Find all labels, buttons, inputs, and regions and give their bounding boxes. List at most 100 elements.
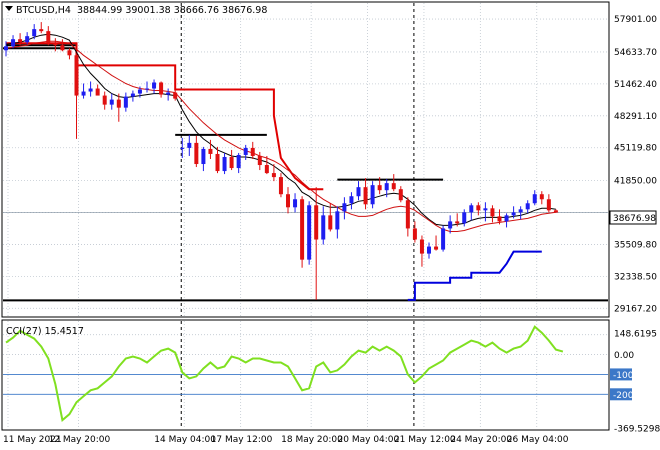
candle-body [525, 203, 530, 210]
cci-series-line [5, 325, 564, 422]
candle-body [335, 211, 340, 230]
candle-body [74, 55, 79, 96]
current-price-tag: 38676.98 [609, 210, 657, 225]
candle-body [145, 88, 149, 90]
candle-body [293, 199, 298, 208]
cci-level-tag [610, 388, 632, 401]
candle-body [483, 208, 488, 211]
candle-body [546, 199, 551, 211]
candle-body [518, 209, 523, 213]
candle-body [370, 185, 375, 205]
candle-body [109, 99, 114, 105]
candle-body [539, 194, 544, 200]
candle-body [4, 46, 8, 51]
price-tick-label: 32338.50 [614, 272, 657, 282]
time-tick-label: 24 May 20:00 [450, 435, 512, 445]
time-tick-label: 14 May 04:00 [154, 435, 216, 445]
candle-body [356, 187, 361, 197]
candle-body [102, 95, 107, 105]
candle-body [18, 39, 23, 43]
candle-body [264, 165, 269, 174]
candle-body [363, 187, 368, 205]
candle-body [342, 203, 347, 212]
candle-body [60, 45, 65, 51]
candle-body [166, 92, 171, 95]
candle-body [152, 82, 157, 89]
candle-body [32, 29, 37, 37]
candle-body [307, 205, 312, 260]
moving-average-slow [5, 40, 556, 232]
candle-body [236, 154, 241, 169]
candle-body [116, 99, 121, 108]
candle-body [328, 215, 333, 230]
time-tick-label: 18 May 20:00 [281, 435, 343, 445]
candle-body [398, 189, 403, 201]
time-tick-label: 26 May 04:00 [507, 435, 569, 445]
candle-body [412, 228, 417, 240]
cci-indicator-pane[interactable] [1, 319, 610, 431]
cci-tick-label: 148.6195 [614, 330, 657, 340]
candle-body [349, 196, 354, 204]
candle-body [25, 36, 30, 43]
candle-body [384, 183, 389, 191]
candle-body [419, 239, 424, 254]
candle-body [250, 147, 255, 156]
candle-body [67, 50, 72, 56]
current-price-value: 38676.98 [613, 214, 656, 224]
candle-body [391, 183, 396, 190]
cci-tick-label: 0.00 [614, 351, 634, 361]
candle-body [300, 199, 305, 260]
candle-body [455, 221, 460, 224]
candle-body [88, 88, 93, 92]
candle-body [476, 205, 481, 211]
candle-body [427, 246, 431, 254]
cci-level-tag [610, 368, 632, 381]
candle-body [257, 155, 262, 166]
ohlc-readout: 38844.99 39001.38 38666.76 38676.98 [77, 5, 267, 16]
candle-body [271, 173, 276, 178]
candle-body [159, 82, 164, 95]
candle-body [208, 148, 213, 154]
candle-body [187, 142, 192, 148]
price-chart-pane[interactable] [1, 1, 610, 318]
candle-body [469, 205, 474, 213]
price-tick-label: 48291.10 [614, 112, 657, 122]
cci-tick-label: -100 [613, 371, 634, 381]
candle-body [81, 91, 86, 96]
price-tick-label: 51462.40 [614, 80, 657, 90]
price-tick-label: 45119.80 [614, 144, 657, 154]
candle-body [229, 156, 234, 169]
candle-body [243, 147, 248, 155]
cci-tick-label: -200 [613, 391, 634, 401]
price-axis: 57901.00 54633.70 51462.40 48291.10 45119.80… [614, 15, 657, 314]
time-tick-label: 17 May 12:00 [211, 435, 273, 445]
candle-body [441, 228, 446, 250]
symbol-dropdown-icon[interactable] [5, 6, 13, 11]
candle-body [180, 147, 185, 149]
candle-body [511, 212, 516, 216]
indicator-label: CCI(27) 15.4517 [6, 326, 84, 337]
time-tick-label: 21 May 12:00 [394, 435, 456, 445]
candle-body [434, 246, 439, 250]
candle-body [215, 153, 220, 172]
candle-body [377, 185, 382, 191]
candle-body [46, 31, 51, 44]
candle-body [286, 194, 290, 208]
candle-body [532, 194, 537, 204]
candle-body [137, 89, 142, 94]
candle-body [53, 43, 58, 46]
candle-body [130, 93, 135, 97]
price-tick-label: 57901.00 [614, 15, 657, 25]
cci-tick-label: -369.5298 [614, 425, 660, 435]
candle-body [278, 177, 283, 195]
symbol-label[interactable]: BTCUSD,H4 [16, 5, 71, 16]
candle-body [11, 39, 16, 47]
candle-body [497, 216, 502, 222]
price-tick-label: 54633.70 [614, 48, 657, 58]
candle-body [504, 215, 509, 222]
time-tick-label: 11 May 2021 [3, 435, 62, 445]
candle-body [405, 200, 410, 229]
cci-axis: 148.6195 0.00 -100 -200 -369.5298 [610, 330, 660, 435]
